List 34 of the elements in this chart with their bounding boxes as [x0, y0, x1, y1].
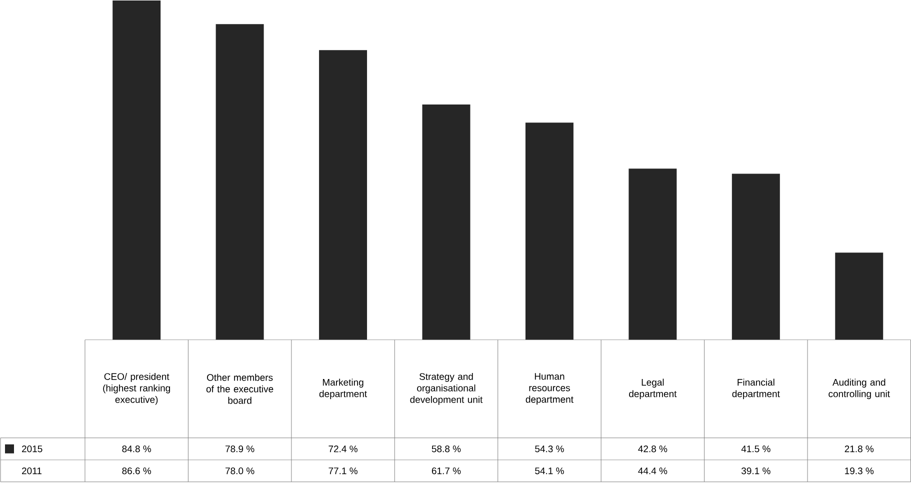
bar: [835, 252, 884, 340]
bar: [628, 168, 677, 340]
x-tick-label: Strategy and organisational development unit: [410, 373, 483, 405]
text: 39.1 %: [742, 468, 770, 474]
data-label: 41.5 %: [741, 446, 770, 452]
x-tick-label: Human resources department: [526, 373, 574, 405]
x-tick-label: Auditing and controlling unit: [828, 378, 890, 400]
bar: [319, 50, 368, 340]
text: 44.4 %: [638, 468, 668, 474]
text: 19.3 %: [845, 468, 874, 474]
text: 77.1 %: [328, 468, 358, 474]
legend-label: 2015: [22, 446, 42, 452]
data-label: 21.8 %: [844, 446, 874, 452]
bar: [422, 104, 470, 340]
data-label: 58.8 %: [432, 446, 461, 452]
text: 86.6 %: [122, 468, 152, 474]
x-tick-label: Marketing department: [319, 378, 367, 400]
x-tick-label: Legal department: [629, 378, 677, 400]
x-tick-label: Other members of the executive board: [206, 374, 274, 404]
bar: [525, 122, 574, 340]
data-label: 72.4 %: [328, 446, 358, 452]
data-label: 84.8 %: [122, 446, 152, 452]
bar: [732, 174, 780, 340]
data-label: 54.3 %: [535, 446, 564, 452]
x-tick-label: CEO/ president (highest ranking executive): [103, 373, 170, 405]
text: 78.0 %: [226, 468, 254, 474]
text: 2011: [22, 468, 42, 474]
text: 54.1 %: [535, 468, 564, 474]
x-tick-label: Financial department: [732, 378, 780, 400]
text: 61.7 %: [432, 468, 461, 474]
data-label: 42.8 %: [638, 446, 668, 452]
data-label: 78.9 %: [226, 446, 254, 452]
bar: [112, 0, 161, 340]
bar: [216, 24, 264, 340]
